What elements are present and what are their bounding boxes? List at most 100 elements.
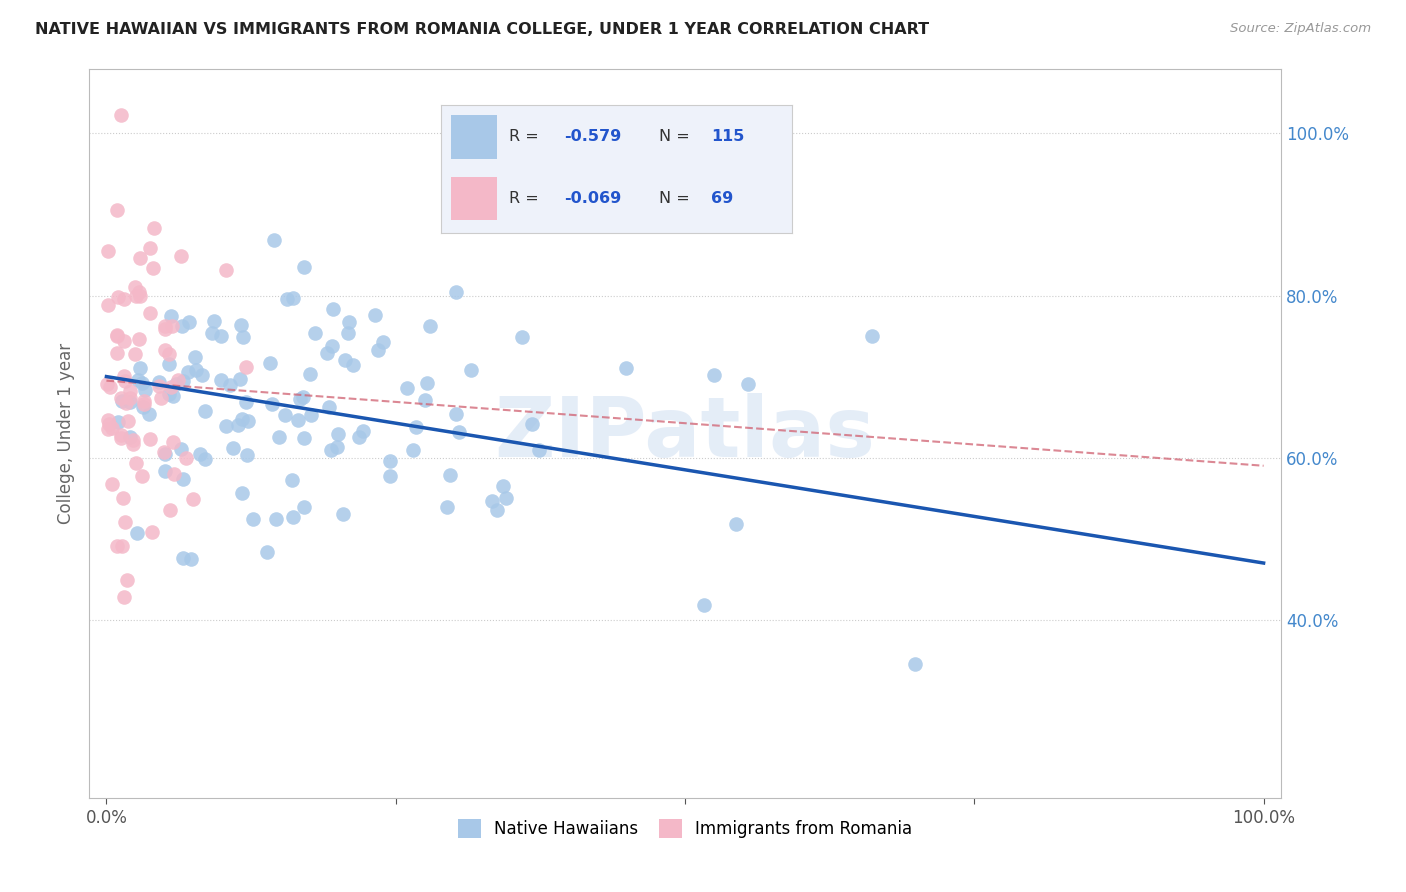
Point: [143, 220, 166, 235]
Y-axis label: College, Under 1 year: College, Under 1 year: [58, 343, 75, 524]
Point: [201, 326, 224, 340]
Point: [332, 507, 354, 521]
Point: [292, 390, 315, 404]
Point: [165, 376, 187, 391]
Point: [157, 357, 180, 371]
Point: [122, 436, 145, 450]
Point: [281, 291, 304, 305]
Point: [105, 539, 128, 553]
Point: [194, 404, 217, 418]
Point: [444, 285, 467, 299]
Point: [138, 407, 160, 421]
Point: [226, 417, 249, 432]
Point: [337, 315, 360, 329]
Point: [111, 394, 134, 409]
Point: [416, 376, 439, 391]
Point: [101, 476, 124, 491]
Point: [522, 417, 544, 431]
Text: ZIPatlas: ZIPatlas: [495, 392, 876, 474]
Point: [231, 485, 253, 500]
Point: [177, 315, 200, 329]
Point: [162, 435, 184, 450]
Point: [162, 318, 184, 333]
Point: [402, 442, 425, 457]
Point: [281, 473, 304, 487]
Point: [105, 345, 128, 359]
Point: [304, 326, 326, 340]
Point: [419, 319, 441, 334]
Point: [449, 425, 471, 439]
Point: [395, 381, 418, 395]
Point: [125, 288, 148, 302]
Point: [97, 413, 120, 427]
Point: [139, 432, 162, 446]
Point: [299, 367, 322, 381]
Point: [172, 472, 194, 486]
Point: [725, 517, 748, 532]
Point: [127, 525, 149, 540]
Point: [172, 319, 194, 334]
Point: [614, 361, 637, 376]
Point: [292, 260, 315, 274]
Point: [153, 343, 176, 357]
Point: [155, 447, 177, 461]
Point: [188, 447, 211, 461]
Point: [486, 503, 509, 517]
Point: [380, 468, 402, 483]
Point: [413, 393, 436, 408]
Point: [439, 467, 461, 482]
Point: [134, 384, 156, 398]
Point: [326, 426, 349, 441]
Point: [128, 251, 150, 265]
Point: [231, 330, 253, 344]
Point: [157, 386, 180, 401]
Point: [174, 450, 197, 465]
Point: [460, 363, 482, 377]
Point: [349, 430, 371, 444]
Point: [191, 368, 214, 383]
Point: [267, 430, 290, 444]
Point: [159, 309, 181, 323]
Point: [105, 328, 128, 343]
Point: [129, 289, 152, 303]
Point: [97, 422, 120, 436]
Text: NATIVE HAWAIIAN VS IMMIGRANTS FROM ROMANIA COLLEGE, UNDER 1 YEAR CORRELATION CHA: NATIVE HAWAIIAN VS IMMIGRANTS FROM ROMAN…: [35, 22, 929, 37]
Text: Source: ZipAtlas.com: Source: ZipAtlas.com: [1230, 22, 1371, 36]
Point: [436, 500, 458, 515]
Point: [105, 327, 128, 342]
Point: [492, 478, 515, 492]
Point: [110, 391, 132, 405]
Point: [101, 421, 124, 435]
Point: [172, 550, 194, 565]
Point: [98, 380, 121, 394]
Point: [110, 431, 132, 445]
Point: [292, 431, 315, 445]
Point: [170, 442, 193, 456]
Point: [118, 429, 141, 443]
Point: [112, 293, 135, 307]
Point: [405, 419, 427, 434]
Point: [166, 373, 188, 387]
Point: [159, 503, 181, 517]
Point: [148, 378, 170, 392]
Point: [215, 419, 238, 434]
Point: [160, 380, 183, 394]
Point: [97, 244, 120, 258]
Point: [236, 448, 259, 462]
Point: [163, 467, 186, 482]
Point: [124, 347, 146, 361]
Point: [139, 306, 162, 320]
Point: [342, 358, 364, 372]
Point: [110, 427, 132, 442]
Point: [527, 443, 550, 458]
Point: [276, 293, 298, 307]
Point: [259, 356, 281, 370]
Point: [184, 351, 207, 365]
Point: [242, 512, 264, 526]
Point: [107, 290, 129, 304]
Point: [495, 491, 517, 505]
Point: [141, 525, 163, 540]
Point: [693, 598, 716, 612]
Point: [235, 395, 257, 409]
Point: [131, 469, 153, 483]
